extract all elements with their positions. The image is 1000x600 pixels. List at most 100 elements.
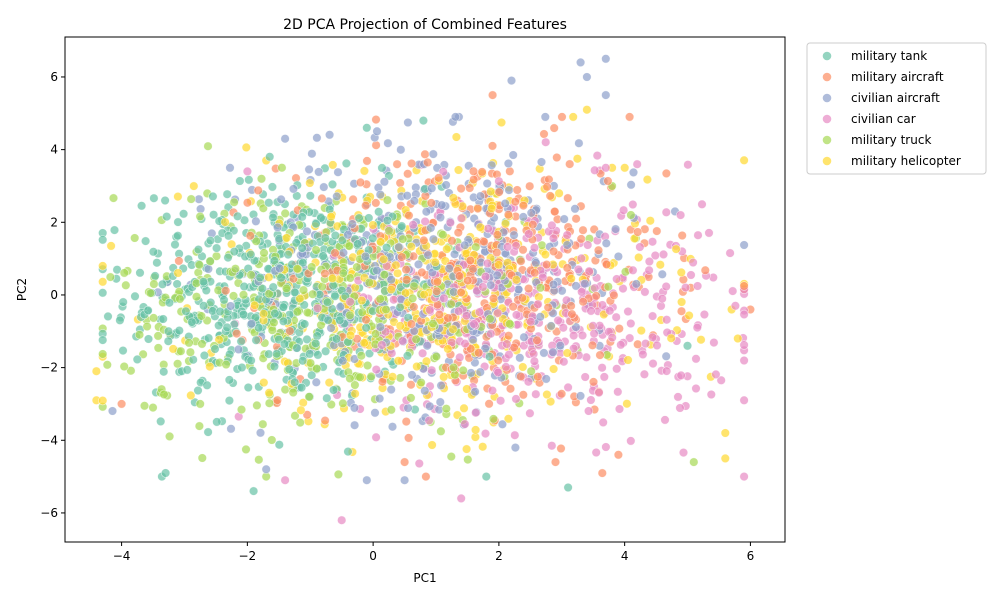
point-civilian-aircraft xyxy=(661,351,671,361)
point-military-tank xyxy=(161,468,171,478)
point-civilian-car xyxy=(503,242,513,252)
point-civilian-car xyxy=(526,317,536,327)
point-military-aircraft xyxy=(453,228,463,238)
point-military-tank xyxy=(198,277,209,287)
point-military-tank xyxy=(341,158,352,168)
point-civilian-car xyxy=(510,430,520,440)
point-military-aircraft xyxy=(406,380,416,390)
y-axis-ticks: −6 −4 −2 0 2 4 6 xyxy=(40,70,65,520)
point-military-aircraft xyxy=(533,372,543,382)
point-military-aircraft xyxy=(613,450,624,460)
point-civilian-car xyxy=(647,237,658,247)
y-axis-label: PC2 xyxy=(15,278,29,301)
point-military-truck xyxy=(149,313,159,323)
point-military-aircraft xyxy=(548,246,559,256)
point-civilian-car xyxy=(661,281,671,292)
point-civilian-aircraft xyxy=(332,191,342,201)
point-military-aircraft xyxy=(285,326,295,336)
point-military-truck xyxy=(159,389,169,400)
point-civilian-aircraft xyxy=(362,475,372,485)
point-military-tank xyxy=(278,302,288,312)
point-military-truck xyxy=(191,292,202,302)
point-military-aircraft xyxy=(401,265,411,275)
point-civilian-car xyxy=(483,224,493,234)
point-military-tank xyxy=(174,326,184,336)
point-military-tank xyxy=(98,288,108,298)
y-tick-label: −4 xyxy=(40,433,58,447)
point-civilian-car xyxy=(589,329,599,339)
point-military-truck xyxy=(505,319,515,329)
point-civilian-aircraft xyxy=(343,230,353,240)
point-military-truck xyxy=(292,264,302,274)
point-civilian-aircraft xyxy=(482,178,492,189)
point-military-helicopter xyxy=(259,378,269,388)
x-tick-label: 4 xyxy=(621,549,629,563)
point-military-aircraft xyxy=(516,256,526,266)
point-military-aircraft xyxy=(510,197,520,207)
point-civilian-car xyxy=(511,394,521,404)
point-military-aircraft xyxy=(567,309,577,319)
point-military-truck xyxy=(366,371,376,382)
point-civilian-aircraft xyxy=(427,183,437,193)
point-military-tank xyxy=(276,273,286,283)
point-civilian-aircraft xyxy=(226,424,236,434)
point-military-tank xyxy=(109,225,120,235)
point-civilian-aircraft xyxy=(233,344,244,355)
point-civilian-aircraft xyxy=(428,234,439,244)
point-civilian-car xyxy=(529,243,540,253)
point-military-tank xyxy=(130,291,140,301)
point-military-aircraft xyxy=(404,210,414,221)
point-military-helicopter xyxy=(503,414,514,424)
point-military-tank xyxy=(297,383,307,393)
point-civilian-car xyxy=(688,257,698,268)
point-military-tank xyxy=(246,250,256,260)
point-military-aircraft xyxy=(493,355,503,366)
point-military-helicopter xyxy=(98,277,108,287)
point-military-truck xyxy=(195,211,205,222)
point-civilian-aircraft xyxy=(601,238,611,248)
point-military-truck xyxy=(409,281,419,291)
point-military-aircraft xyxy=(407,158,417,169)
point-civilian-car xyxy=(377,340,387,350)
point-military-aircraft xyxy=(504,331,514,341)
point-military-truck xyxy=(488,414,499,424)
point-civilian-car xyxy=(623,306,633,317)
point-military-aircraft xyxy=(397,252,407,262)
point-civilian-aircraft xyxy=(519,332,529,342)
point-civilian-car xyxy=(523,377,534,387)
point-military-truck xyxy=(689,457,699,467)
point-military-tank xyxy=(236,336,246,347)
point-military-tank xyxy=(244,175,254,185)
point-military-helicopter xyxy=(430,257,440,267)
point-civilian-aircraft xyxy=(460,240,470,250)
point-civilian-aircraft xyxy=(571,281,581,291)
point-military-tank xyxy=(118,297,128,307)
point-civilian-car xyxy=(533,299,543,309)
point-civilian-car xyxy=(652,340,662,351)
point-military-aircraft xyxy=(633,227,643,237)
point-military-tank xyxy=(272,349,282,359)
x-tick-label: 0 xyxy=(369,549,377,563)
point-military-helicopter xyxy=(98,261,108,271)
point-military-helicopter xyxy=(448,324,458,334)
point-military-aircraft xyxy=(302,410,312,420)
point-military-aircraft xyxy=(603,176,613,186)
point-military-truck xyxy=(186,194,196,204)
point-military-truck xyxy=(312,364,322,374)
point-military-tank xyxy=(179,209,189,219)
point-civilian-aircraft xyxy=(375,322,386,332)
point-military-tank xyxy=(251,335,261,345)
point-military-aircraft xyxy=(661,168,672,178)
point-civilian-aircraft xyxy=(372,126,382,136)
point-civilian-aircraft xyxy=(394,242,404,252)
point-military-truck xyxy=(238,290,249,300)
point-military-truck xyxy=(184,338,194,348)
point-military-truck xyxy=(173,359,183,369)
point-civilian-car xyxy=(559,357,569,367)
y-tick-label: 0 xyxy=(50,288,58,302)
point-military-aircraft xyxy=(508,302,518,312)
point-civilian-aircraft xyxy=(302,226,312,236)
point-civilian-car xyxy=(455,352,465,363)
point-military-aircraft xyxy=(473,204,483,214)
y-tick-label: 6 xyxy=(50,70,58,84)
